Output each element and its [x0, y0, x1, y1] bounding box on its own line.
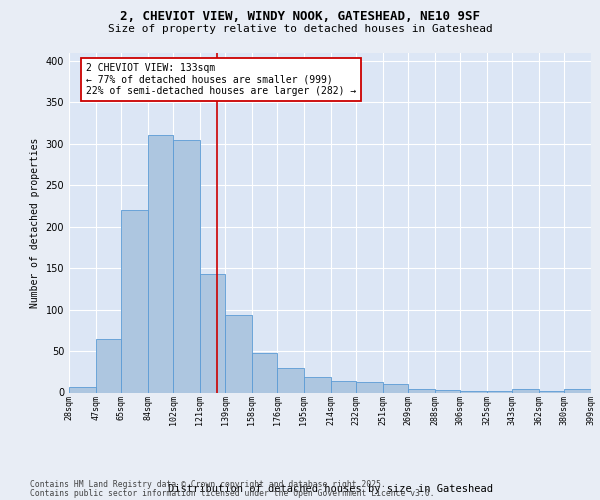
- Bar: [460, 391, 487, 392]
- Text: 2, CHEVIOT VIEW, WINDY NOOK, GATESHEAD, NE10 9SF: 2, CHEVIOT VIEW, WINDY NOOK, GATESHEAD, …: [120, 10, 480, 23]
- Bar: [69, 386, 96, 392]
- Bar: [331, 381, 356, 392]
- Text: Contains HM Land Registry data © Crown copyright and database right 2025.: Contains HM Land Registry data © Crown c…: [30, 480, 386, 489]
- Bar: [173, 140, 200, 392]
- Text: Size of property relative to detached houses in Gateshead: Size of property relative to detached ho…: [107, 24, 493, 34]
- Bar: [96, 338, 121, 392]
- Bar: [383, 384, 408, 392]
- Bar: [148, 136, 173, 392]
- Text: Contains public sector information licensed under the Open Government Licence v3: Contains public sector information licen…: [30, 488, 434, 498]
- Text: 2 CHEVIOT VIEW: 133sqm
← 77% of detached houses are smaller (999)
22% of semi-de: 2 CHEVIOT VIEW: 133sqm ← 77% of detached…: [86, 64, 356, 96]
- Bar: [487, 391, 512, 392]
- Bar: [435, 390, 460, 392]
- Bar: [356, 382, 383, 392]
- Bar: [200, 274, 225, 392]
- Y-axis label: Number of detached properties: Number of detached properties: [30, 138, 40, 308]
- Bar: [512, 389, 539, 392]
- Bar: [539, 391, 564, 392]
- X-axis label: Distribution of detached houses by size in Gateshead: Distribution of detached houses by size …: [167, 484, 493, 494]
- Bar: [408, 389, 435, 392]
- Bar: [225, 316, 252, 392]
- Bar: [564, 389, 591, 392]
- Bar: [304, 376, 331, 392]
- Bar: [121, 210, 148, 392]
- Bar: [252, 352, 277, 393]
- Bar: [277, 368, 304, 392]
